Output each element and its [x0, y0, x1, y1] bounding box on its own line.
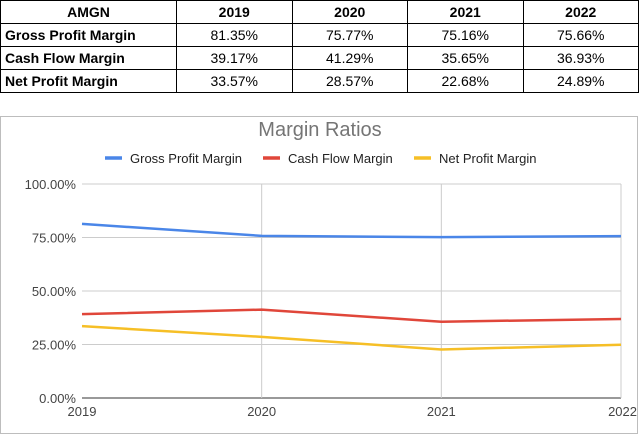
row-label: Cash Flow Margin — [1, 47, 177, 70]
header-cell: 2021 — [408, 1, 524, 24]
table-cell: 33.57% — [177, 70, 293, 93]
table-cell: 28.57% — [292, 70, 408, 93]
table-cell: 24.89% — [523, 70, 639, 93]
table-header-row: AMGN 2019 2020 2021 2022 — [1, 1, 639, 24]
row-label: Net Profit Margin — [1, 70, 177, 93]
table-cell: 36.93% — [523, 47, 639, 70]
series-line — [82, 326, 621, 349]
legend-label: Cash Flow Margin — [288, 151, 393, 166]
chart-frame: Margin Ratios Gross Profit Margin Cash Flo… — [0, 116, 638, 434]
row-label: Gross Profit Margin — [1, 24, 177, 47]
table-cell: 75.66% — [523, 24, 639, 47]
table-cell: 41.29% — [292, 47, 408, 70]
table-cell: 81.35% — [177, 24, 293, 47]
y-tick-label: 75.00% — [32, 231, 77, 246]
header-cell: 2020 — [292, 1, 408, 24]
table-cell: 22.68% — [408, 70, 524, 93]
table-cell: 75.77% — [292, 24, 408, 47]
header-cell: 2019 — [177, 1, 293, 24]
table-cell: 75.16% — [408, 24, 524, 47]
table-row: Cash Flow Margin 39.17% 41.29% 35.65% 36… — [1, 47, 639, 70]
y-tick-label: 25.00% — [32, 338, 77, 353]
legend-label: Gross Profit Margin — [130, 151, 242, 166]
table-row: Gross Profit Margin 81.35% 75.77% 75.16%… — [1, 24, 639, 47]
table-cell: 35.65% — [408, 47, 524, 70]
legend-label: Net Profit Margin — [439, 151, 537, 166]
x-tick-label: 2021 — [427, 404, 456, 419]
series-line — [82, 224, 621, 237]
data-table: AMGN 2019 2020 2021 2022 Gross Profit Ma… — [0, 0, 639, 93]
chart-title: Margin Ratios — [258, 119, 381, 141]
y-tick-label: 100.00% — [25, 177, 77, 192]
x-tick-label: 2019 — [68, 404, 97, 419]
header-cell: AMGN — [1, 1, 177, 24]
series-line — [82, 310, 621, 322]
header-cell: 2022 — [523, 1, 639, 24]
table-row: Net Profit Margin 33.57% 28.57% 22.68% 2… — [1, 70, 639, 93]
x-tick-label: 2020 — [247, 404, 276, 419]
line-chart: Margin Ratios Gross Profit Margin Cash Flo… — [1, 117, 639, 435]
x-tick-label: 2022 — [608, 404, 637, 419]
table-cell: 39.17% — [177, 47, 293, 70]
y-tick-label: 50.00% — [32, 284, 77, 299]
